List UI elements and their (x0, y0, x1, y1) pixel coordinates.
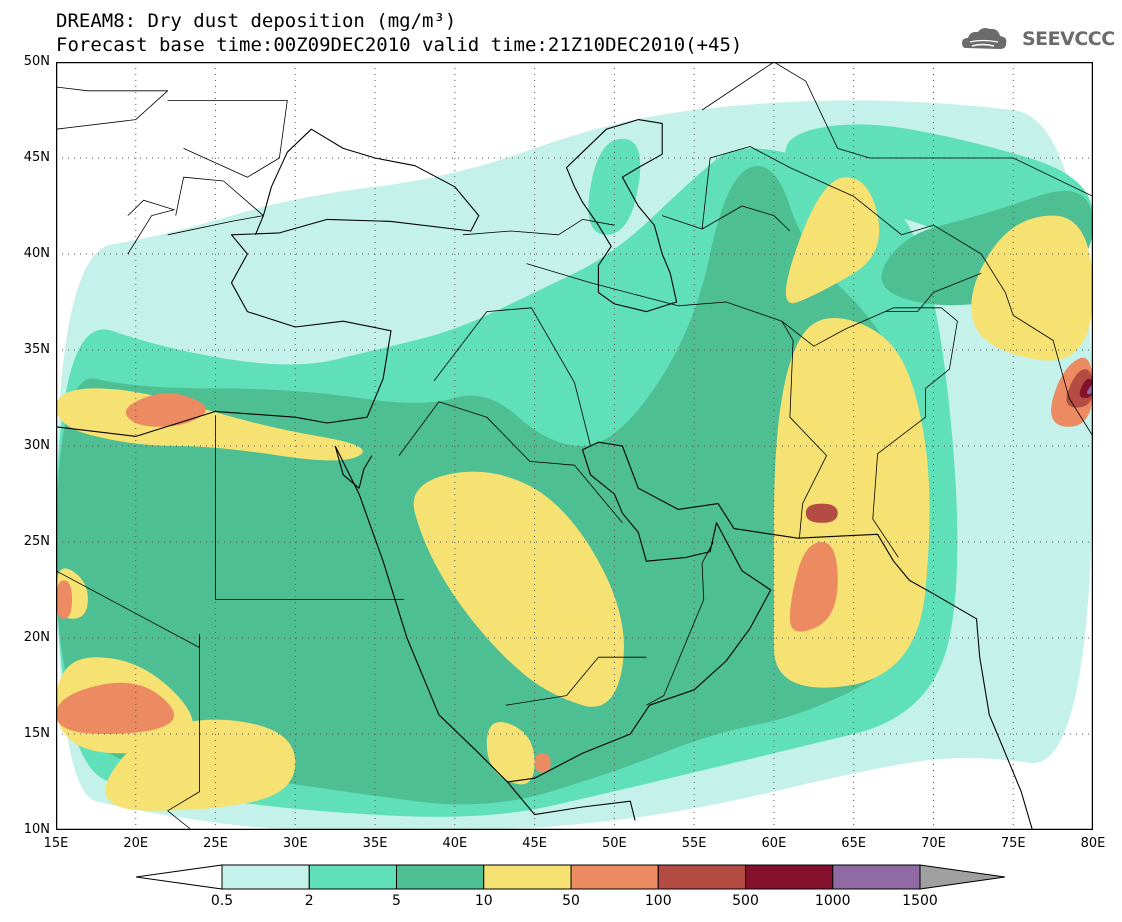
colorbar-label: 1500 (902, 893, 938, 909)
map-subtitle: Forecast base time:00Z09DEC2010 valid ti… (56, 34, 743, 56)
coastlines (56, 119, 1033, 830)
coastline (56, 128, 480, 437)
colorbar-label: 10 (474, 893, 493, 909)
dust-region-level-6 (805, 503, 838, 523)
coastline (334, 441, 1033, 830)
y-tick-label: 25N (23, 534, 50, 549)
x-tick-label: 15E (43, 836, 69, 851)
colorbar-segment (221, 864, 310, 890)
x-tick-label: 35E (362, 836, 388, 851)
colorbar-under-triangle (136, 864, 223, 890)
cloud-logo-icon (962, 28, 1007, 49)
country-border (398, 401, 623, 524)
y-tick-label: 20N (23, 630, 50, 645)
y-tick-label: 30N (23, 438, 50, 453)
country-borders (56, 62, 1093, 830)
y-tick-label: 45N (23, 150, 50, 165)
colorbar-label: 5 (392, 893, 401, 909)
x-tick-label: 55E (681, 836, 707, 851)
coastline (334, 445, 373, 489)
x-tick-label: 45E (522, 836, 547, 851)
colorbar (136, 864, 1006, 890)
dust-region-level-4 (971, 215, 1093, 361)
x-tick-label: 20E (123, 836, 149, 851)
country-border (701, 62, 1093, 197)
x-tick-label: 40E (442, 836, 468, 851)
dust-map (56, 62, 1093, 830)
x-tick-label: 80E (1080, 836, 1106, 851)
colorbar-segment (832, 864, 921, 890)
country-border (526, 263, 827, 539)
y-tick-label: 10N (23, 822, 50, 837)
y-tick-label: 50N (23, 54, 50, 69)
logo-text: SEEVCCC (1022, 28, 1115, 50)
country-border (885, 272, 982, 313)
map-title: DREAM8: Dry dust deposition (mg/m³) (56, 10, 457, 32)
colorbar-segment (745, 864, 834, 890)
country-border (505, 656, 647, 706)
country-border (662, 146, 1093, 437)
x-tick-label: 60E (761, 836, 787, 851)
country-border (215, 415, 404, 600)
dust-region-level-4 (105, 719, 296, 811)
country-border (167, 176, 264, 236)
y-tick-label: 40N (23, 246, 50, 261)
dust-region-level-5 (56, 682, 175, 734)
dust-regions (56, 100, 1093, 830)
colorbar-segment (396, 864, 485, 890)
country-border (127, 199, 175, 255)
dust-region-level-2 (588, 138, 641, 235)
country-border (646, 541, 714, 706)
x-tick-label: 50E (601, 836, 627, 851)
colorbar-over-triangle (919, 864, 1006, 890)
x-tick-label: 65E (841, 836, 867, 851)
colorbar-label: 100 (644, 893, 672, 909)
dust-region-level-8 (1087, 385, 1093, 395)
country-border (167, 100, 288, 178)
dust-region-level-5 (125, 393, 206, 427)
y-tick-label: 15N (23, 726, 50, 741)
dust-region-level-5 (534, 753, 551, 773)
colorbar-segment (483, 864, 572, 890)
x-tick-label: 25E (203, 836, 228, 851)
dust-region-level-4 (486, 722, 535, 785)
x-tick-label: 30E (282, 836, 308, 851)
colorbar-segment (570, 864, 659, 890)
coastline (507, 781, 636, 821)
x-tick-label: 75E (1000, 836, 1026, 851)
colorbar-label: 50 (562, 893, 580, 909)
y-tick-label: 35N (23, 342, 50, 357)
country-border (781, 307, 958, 558)
map-frame (56, 62, 1093, 830)
colorbar-segment (657, 864, 746, 890)
country-border (56, 86, 169, 130)
country-border (56, 570, 201, 648)
country-border (167, 638, 201, 830)
dust-region-level-4 (785, 177, 880, 304)
coastline (565, 119, 678, 313)
country-border (462, 218, 615, 236)
colorbar-label: 0.5 (210, 893, 234, 909)
dust-region-level-4 (413, 471, 624, 707)
colorbar-label: 500 (732, 893, 759, 909)
colorbar-label: 1000 (814, 893, 851, 909)
country-border (433, 307, 591, 447)
colorbar-label: 2 (304, 893, 314, 909)
dust-region-level-4 (773, 318, 930, 688)
dust-region-level-6 (1066, 369, 1093, 408)
dust-region-level-5 (56, 580, 72, 619)
colorbar-segment (308, 864, 397, 890)
x-tick-label: 70E (921, 836, 946, 851)
dust-region-level-5 (789, 542, 838, 632)
country-border (701, 205, 791, 232)
